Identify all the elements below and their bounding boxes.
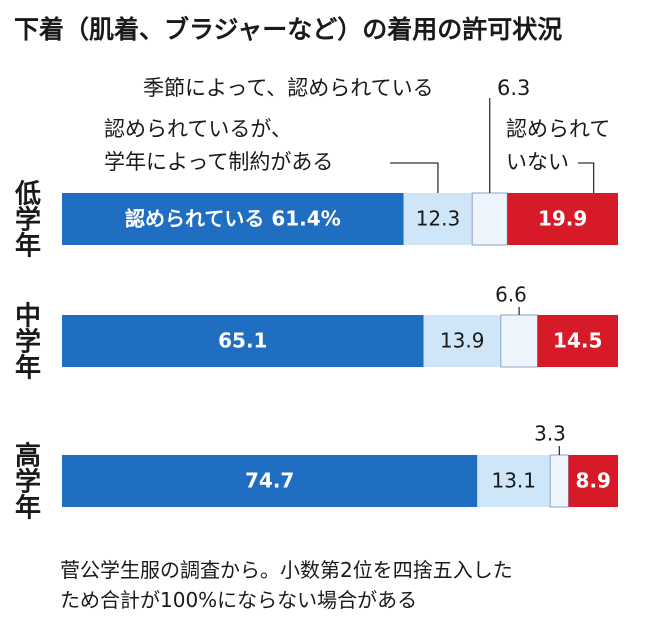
value-label-1-2: 12.3 [416,207,461,231]
category-label-2-char-3: 年 [15,353,41,384]
bar-segment-1-3 [471,192,508,246]
value-label-2-3: 6.6 [495,283,527,307]
bar-segment-3-3 [549,454,570,508]
source-note-line2: ため合計が100%にならない場合がある [60,588,418,612]
category-label-1-char-2: 学 [15,205,41,236]
category-label-3-char-2: 学 [15,467,41,498]
category-label-2-char-2: 学 [15,327,41,358]
bar-segment-3-2 [477,455,551,507]
bar-segment-1-4 [507,193,618,245]
bar-segment-1-2 [403,193,473,245]
annotation-segment4-line2: いない [506,150,569,174]
leader-line-2-1 [390,162,439,193]
category-label-2-char-1: 中 [15,302,41,332]
value-label-3-4: 8.9 [576,469,611,493]
value-label-2-1: 65.1 [218,329,267,353]
annotation-segment4-line1: 認められて [506,117,610,141]
bar-segment-3-4 [568,455,618,507]
value-label-1-1: 認められている 61.4% [125,207,341,231]
bar-segment-2-2 [423,315,501,367]
bar-segment-2-1 [62,315,424,367]
category-label-1-char-1: 低 [14,180,41,210]
value-label-1-3: 6.3 [497,76,530,100]
annotation-segment2-line2: 学年によって制約がある [104,150,333,174]
value-label-3-2: 13.1 [491,469,536,493]
source-note-line1: 菅公学生服の調査から。小数第2位を四捨五入した [60,558,513,582]
annotation-segment3: 季節によって、認められている [143,76,434,100]
category-label-3-char-3: 年 [15,493,41,524]
source-note: 菅公学生服の調査から。小数第2位を四捨五入した ため合計が100%にならない場合… [60,555,650,615]
bar-segment-3-1 [62,455,478,507]
annotation-segment2-line1: 認められているが、 [104,117,292,141]
value-label-2-4: 14.5 [553,329,602,353]
value-label-3-3: 3.3 [534,422,566,446]
bar-segment-2-4 [537,315,618,367]
value-label-2-2: 13.9 [440,329,485,353]
value-label-3-1: 74.7 [245,469,294,493]
bar-segment-2-3 [500,314,538,368]
category-label-3-char-1: 高 [15,441,41,472]
bar-segment-1-1 [62,193,404,245]
value-label-1-4: 19.9 [538,207,587,231]
leader-line-4-1 [578,162,595,193]
category-label-1-char-3: 年 [15,231,41,262]
chart-title: 下着（肌着、ブラジャーなど）の着用の許可状況 [14,15,563,44]
